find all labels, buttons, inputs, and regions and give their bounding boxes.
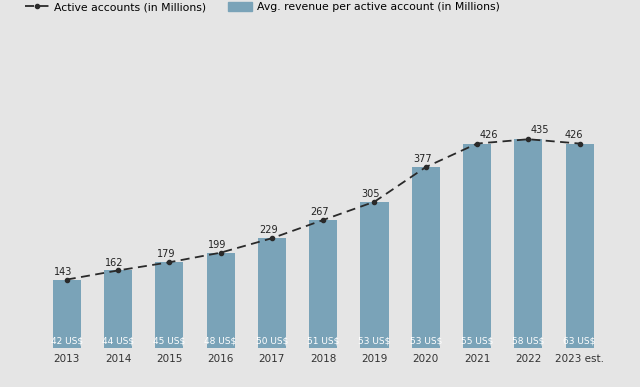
Bar (52, 279, 81, 348)
Text: 44 US$: 44 US$ (102, 336, 134, 346)
Bar (360, 202, 388, 348)
Text: 143: 143 (54, 267, 72, 277)
Text: 48 US$: 48 US$ (205, 336, 237, 346)
Bar (156, 262, 184, 348)
Text: 45 US$: 45 US$ (153, 336, 186, 346)
Bar (104, 271, 132, 348)
Text: 50 US$: 50 US$ (256, 336, 288, 346)
Bar (515, 139, 543, 348)
Text: 55 US$: 55 US$ (461, 336, 493, 346)
Text: 267: 267 (310, 207, 329, 217)
Text: 53 US$: 53 US$ (410, 336, 442, 346)
Bar (258, 238, 286, 348)
Text: 53 US$: 53 US$ (358, 336, 390, 346)
Bar (463, 144, 491, 348)
Text: 229: 229 (259, 225, 278, 235)
Text: 377: 377 (413, 154, 431, 164)
Bar (566, 144, 594, 348)
Text: 162: 162 (105, 258, 124, 267)
Text: 426: 426 (479, 130, 498, 140)
Text: 305: 305 (362, 189, 380, 199)
Legend: Active accounts (in Millions), Avg. revenue per active account (in Millions): Active accounts (in Millions), Avg. reve… (25, 2, 500, 12)
Text: 58 US$: 58 US$ (512, 336, 545, 346)
Text: 51 US$: 51 US$ (307, 336, 339, 346)
Bar (309, 220, 337, 348)
Bar (412, 167, 440, 348)
Bar (207, 253, 235, 348)
Text: 63 US$: 63 US$ (563, 336, 596, 346)
Text: 42 US$: 42 US$ (51, 336, 83, 346)
Text: 435: 435 (531, 125, 549, 135)
Text: 179: 179 (157, 249, 175, 259)
Text: 199: 199 (208, 240, 226, 250)
Text: 426: 426 (564, 130, 583, 140)
